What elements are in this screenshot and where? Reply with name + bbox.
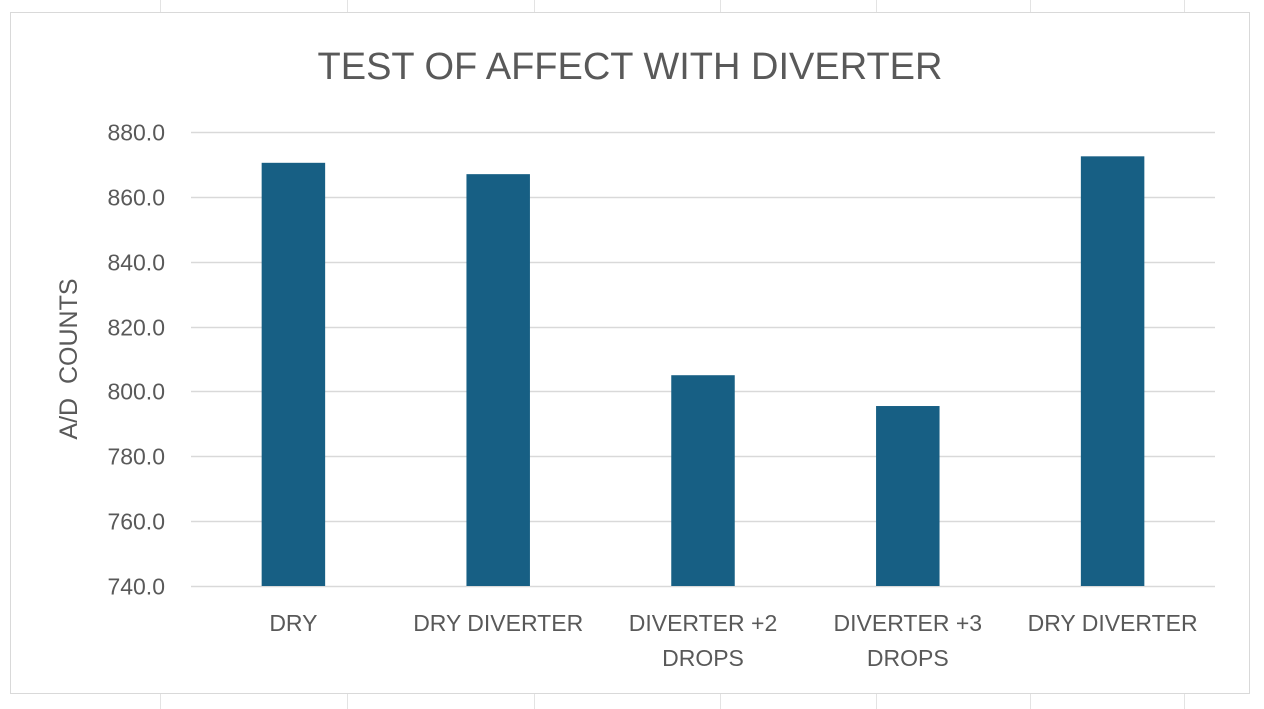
y-tick-label-5: 840.0 bbox=[107, 250, 165, 276]
y-tick-label-1: 760.0 bbox=[107, 509, 165, 535]
bar-2[interactable] bbox=[671, 375, 735, 586]
y-tick-labels: 740.0 760.0 780.0 800.0 820.0 840.0 860.0 880.0 bbox=[107, 120, 165, 600]
y-tick-label-0: 740.0 bbox=[107, 574, 165, 600]
bars bbox=[261, 156, 1145, 587]
y-axis-label: A/D COUNTS bbox=[55, 278, 83, 439]
y-tick-label-2: 780.0 bbox=[107, 444, 165, 470]
x-tick-labels: DRY DRY DIVERTER DIVERTER +2 DROPS DIVERTER … bbox=[269, 610, 1197, 671]
chart-title: TEST OF AFFECT WITH DIVERTER bbox=[318, 46, 943, 88]
bar-3[interactable] bbox=[876, 406, 940, 586]
x-tick-label-2: DIVERTER +2 DROPS bbox=[629, 610, 778, 671]
chart-area[interactable]: 740.0 760.0 780.0 800.0 820.0 840.0 860.0 880.0… bbox=[10, 12, 1250, 694]
bar-0[interactable] bbox=[261, 162, 326, 587]
x-tick-label-1: DRY DIVERTER bbox=[413, 610, 583, 636]
x-tick-label-4: DRY DIVERTER bbox=[1028, 610, 1198, 636]
bar-4[interactable] bbox=[1080, 156, 1145, 587]
y-tick-label-7: 880.0 bbox=[107, 120, 165, 146]
bar-1[interactable] bbox=[466, 174, 530, 586]
y-tick-label-4: 820.0 bbox=[107, 315, 165, 341]
y-tick-label-3: 800.0 bbox=[107, 379, 165, 405]
y-tick-label-6: 860.0 bbox=[107, 185, 165, 211]
bar-chart: 740.0 760.0 780.0 800.0 820.0 840.0 860.0 880.0… bbox=[55, 46, 1215, 671]
x-tick-label-0: DRY bbox=[269, 610, 317, 636]
x-tick-label-3: DIVERTER +3 DROPS bbox=[834, 610, 983, 671]
